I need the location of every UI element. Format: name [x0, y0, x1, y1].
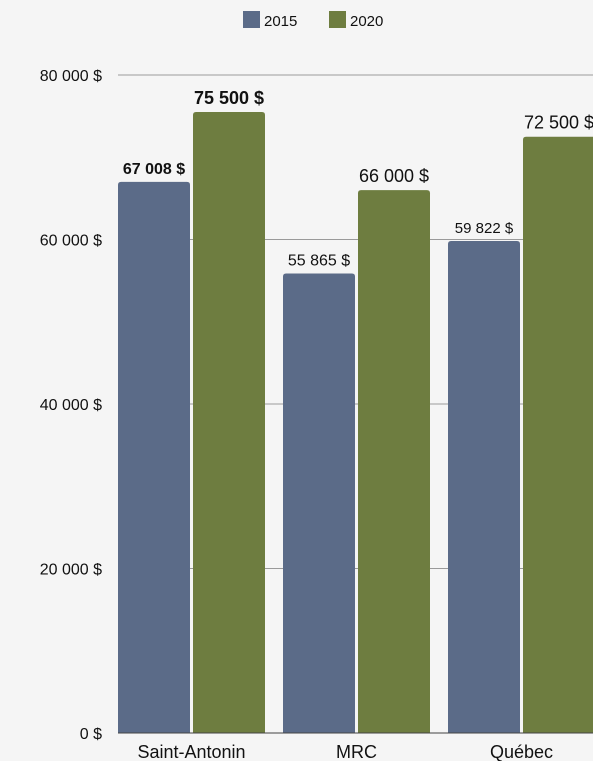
data-label: 66 000 $	[359, 166, 429, 186]
x-category-label: MRC	[336, 742, 377, 761]
bar-2020-qu-bec	[523, 136, 593, 733]
bar-2020-saint-antonin	[193, 112, 265, 733]
data-labels: 67 008 $ 75 500 $ 55 865 $ 66 000 $ 59 822 $…	[123, 88, 593, 269]
bar-2020-mrc	[358, 190, 430, 733]
legend-swatch-2015	[243, 11, 260, 28]
x-axis: Saint-Antonin MRC Québec	[118, 732, 593, 761]
y-tick-label: 80 000 $	[40, 68, 102, 85]
legend-swatch-2020	[329, 11, 346, 28]
x-category-label: Saint-Antonin	[137, 742, 245, 761]
bars	[118, 112, 593, 734]
data-label: 59 822 $	[455, 220, 514, 237]
legend-label-2015: 2015	[264, 13, 297, 30]
y-tick-label: 40 000 $	[40, 397, 102, 414]
data-label: 72 500 $	[524, 113, 593, 133]
y-tick-label: 20 000 $	[40, 562, 102, 579]
y-axis: 0 $ 20 000 $ 40 000 $ 60 000 $ 80 000 $	[40, 68, 102, 743]
y-tick-label: 0 $	[80, 726, 102, 743]
bar-2015-qu-bec	[448, 240, 520, 733]
x-category-label: Québec	[490, 742, 553, 761]
data-label: 75 500 $	[194, 88, 264, 108]
legend: 2015 2020	[243, 11, 383, 30]
bar-2015-mrc	[283, 273, 355, 733]
bar-2015-saint-antonin	[118, 181, 190, 734]
data-label: 55 865 $	[288, 253, 350, 270]
legend-label-2020: 2020	[350, 13, 383, 30]
data-label: 67 008 $	[123, 161, 185, 178]
y-tick-label: 60 000 $	[40, 233, 102, 250]
